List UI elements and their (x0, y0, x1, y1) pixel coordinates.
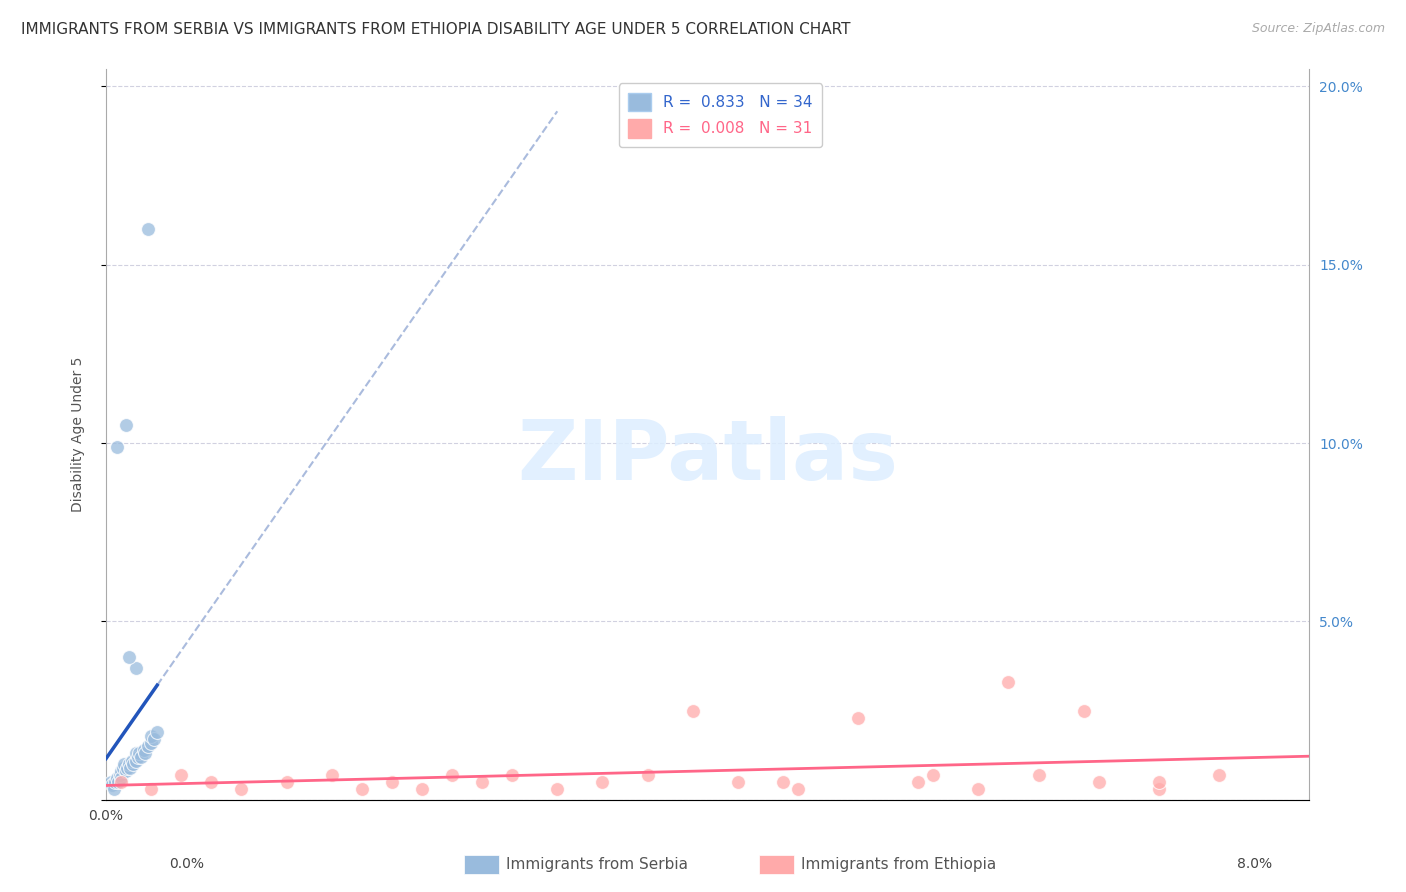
Point (1073, 704, 1095, 718)
Point (907, 775, 929, 789)
Point (105, 772, 128, 786)
Point (134, 747, 156, 761)
Point (967, 782, 990, 797)
Point (1208, 768, 1230, 782)
Point (141, 736, 163, 750)
Text: 8.0%: 8.0% (1237, 857, 1272, 871)
Point (170, 768, 193, 782)
Point (127, 750, 149, 764)
Point (997, 675, 1019, 690)
Point (682, 704, 704, 718)
Text: Immigrants from Serbia: Immigrants from Serbia (506, 857, 688, 871)
Point (121, 754, 143, 768)
Point (103, 782, 125, 797)
Point (111, 761, 134, 775)
Point (104, 775, 127, 789)
Point (110, 772, 132, 786)
Point (101, 779, 124, 793)
Point (321, 768, 343, 782)
Point (136, 222, 159, 236)
Point (112, 757, 135, 772)
Point (120, 761, 142, 775)
Text: Source: ZipAtlas.com: Source: ZipAtlas.com (1251, 22, 1385, 36)
Point (381, 775, 404, 789)
Y-axis label: Disability Age Under 5: Disability Age Under 5 (72, 357, 86, 512)
Point (114, 418, 136, 433)
Point (846, 711, 869, 725)
Point (787, 782, 810, 797)
Point (141, 729, 163, 743)
Point (117, 650, 139, 665)
Point (440, 768, 463, 782)
Point (114, 764, 136, 779)
Point (471, 775, 494, 789)
Point (110, 775, 132, 789)
Point (105, 440, 128, 454)
Point (100, 775, 122, 789)
Text: 0.0%: 0.0% (169, 857, 204, 871)
Point (1147, 775, 1170, 789)
Point (411, 782, 433, 797)
Point (591, 775, 613, 789)
Point (501, 768, 523, 782)
Point (1087, 775, 1109, 789)
Point (115, 761, 138, 775)
Point (727, 775, 749, 789)
Point (125, 661, 148, 675)
Point (1028, 768, 1050, 782)
Point (110, 764, 132, 779)
Point (132, 743, 155, 757)
Point (136, 739, 159, 754)
Point (1147, 782, 1170, 797)
Point (128, 747, 150, 761)
Point (922, 768, 945, 782)
Point (107, 775, 129, 789)
Point (637, 768, 659, 782)
Point (122, 757, 145, 772)
Legend: R =  0.833   N = 34, R =  0.008   N = 31: R = 0.833 N = 34, R = 0.008 N = 31 (619, 84, 823, 146)
Point (772, 775, 794, 789)
Text: Immigrants from Ethiopia: Immigrants from Ethiopia (801, 857, 997, 871)
Point (117, 757, 139, 772)
Point (200, 775, 222, 789)
Point (143, 732, 166, 747)
Point (129, 750, 152, 764)
Point (546, 782, 568, 797)
Point (141, 782, 163, 797)
Point (125, 754, 148, 768)
Point (125, 747, 148, 761)
Point (350, 782, 373, 797)
Point (146, 725, 169, 739)
Point (276, 775, 298, 789)
Point (231, 782, 253, 797)
Point (108, 768, 131, 782)
Text: ZIPatlas: ZIPatlas (517, 416, 898, 497)
Text: IMMIGRANTS FROM SERBIA VS IMMIGRANTS FROM ETHIOPIA DISABILITY AGE UNDER 5 CORREL: IMMIGRANTS FROM SERBIA VS IMMIGRANTS FRO… (21, 22, 851, 37)
